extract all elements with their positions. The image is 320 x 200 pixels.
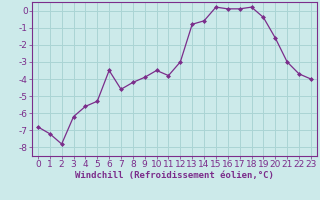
X-axis label: Windchill (Refroidissement éolien,°C): Windchill (Refroidissement éolien,°C) xyxy=(75,171,274,180)
